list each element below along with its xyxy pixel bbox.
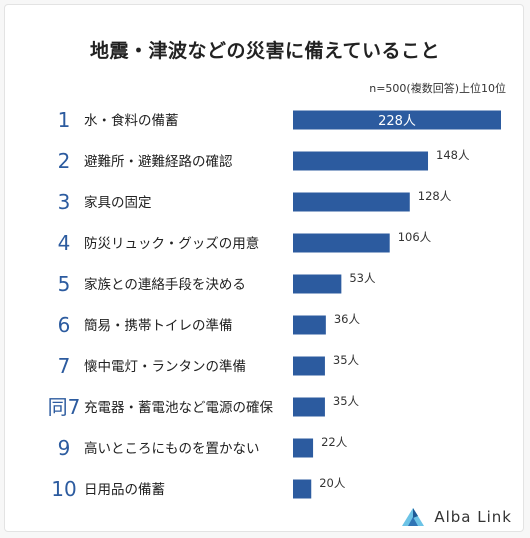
value-label: 22人 [321,435,348,449]
data-bar [293,110,501,130]
category-label: 懐中電灯・ランタンの準備 [84,358,246,375]
value-label: 35人 [333,394,360,408]
value-label: 53人 [349,271,376,285]
category-label: 防災リュック・グッズの用意 [84,235,259,252]
rank-label: 5 [58,272,71,296]
value-label: 20人 [319,476,346,490]
category-label: 家具の固定 [84,194,152,211]
rank-label: 10 [51,477,76,501]
chart-title: 地震・津波などの災害に備えていること [89,40,441,62]
chart-card [4,4,524,532]
data-bar [293,397,325,417]
rank-label: 1 [58,108,71,132]
brand-name: Alba Link [434,508,512,526]
brand-logo: Alba Link [400,506,512,528]
value-label: 36人 [334,312,361,326]
value-label: 228人 [378,114,416,129]
rank-label: 同7 [48,395,81,419]
category-label: 家族との連絡手段を決める [84,276,246,293]
rank-label: 7 [58,354,71,378]
rank-label: 4 [58,231,71,255]
value-label: 148人 [436,148,470,162]
category-label: 避難所・避難経路の確認 [84,154,233,170]
data-bar [293,315,326,335]
data-bar [293,192,410,212]
category-label: 水・食料の備蓄 [84,112,179,129]
data-bar [293,438,314,458]
data-bar [293,356,325,376]
category-label: 充電器・蓄電池など電源の確保 [84,400,273,416]
rank-label: 2 [58,149,71,173]
rank-label: 3 [58,190,71,214]
category-label: 日用品の備蓄 [84,482,165,498]
sample-note: n=500(複数回答)上位10位 [369,82,506,95]
value-label: 106人 [398,230,432,244]
alba-link-logo-icon [402,508,425,526]
category-label: 簡易・携帯トイレの準備 [84,318,233,334]
data-bar [293,151,429,171]
data-bar [293,274,342,294]
value-label: 35人 [333,353,360,367]
category-label: 高いところにものを置かない [84,440,260,457]
data-bar [293,479,312,499]
rank-label: 9 [58,436,71,460]
rank-label: 6 [58,313,71,337]
data-bar [293,233,390,253]
value-label: 128人 [418,189,452,203]
